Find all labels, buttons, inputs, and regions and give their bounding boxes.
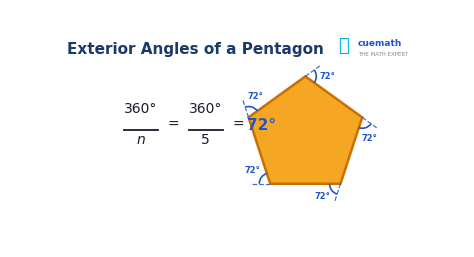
Text: 72°: 72°	[247, 118, 276, 133]
Text: =: =	[167, 118, 179, 132]
Text: 🚀: 🚀	[338, 37, 349, 55]
Text: =: =	[232, 118, 244, 132]
Text: 72°: 72°	[245, 167, 261, 176]
Text: THE MATH EXPERT: THE MATH EXPERT	[357, 52, 408, 57]
Text: 72°: 72°	[361, 134, 377, 143]
Text: 360°: 360°	[189, 102, 222, 116]
Polygon shape	[248, 76, 362, 184]
Text: cuemath: cuemath	[357, 39, 402, 48]
Text: 72°: 72°	[247, 92, 263, 101]
Text: Exterior Angles of a Pentagon: Exterior Angles of a Pentagon	[67, 42, 324, 57]
Text: 360°: 360°	[124, 102, 157, 116]
Text: 5: 5	[201, 133, 210, 147]
Text: 72°: 72°	[319, 72, 335, 81]
Text: 72°: 72°	[315, 192, 331, 201]
Text: n: n	[136, 133, 145, 147]
